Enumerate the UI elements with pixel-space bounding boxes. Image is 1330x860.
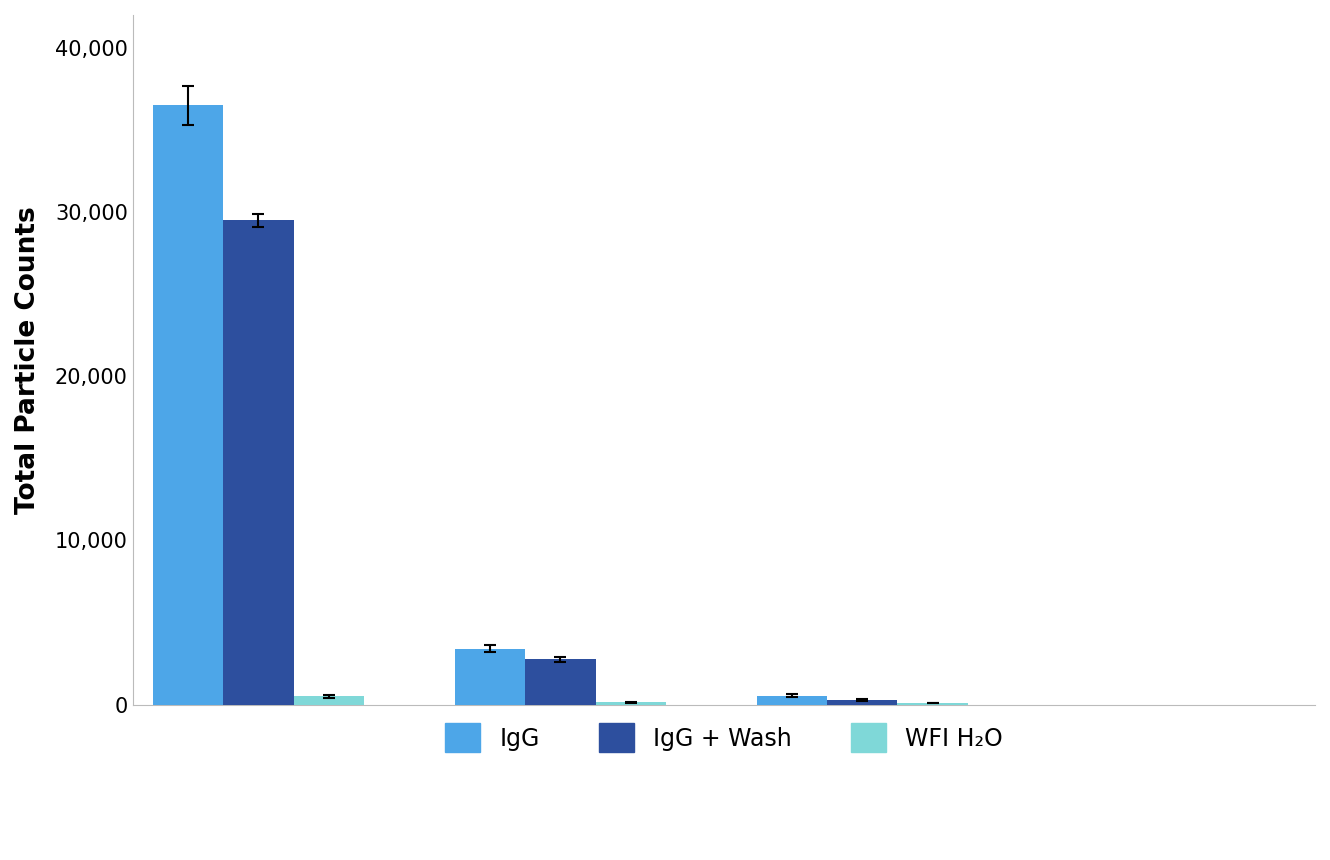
Bar — [525, 660, 596, 704]
Bar — [294, 697, 364, 704]
Legend: IgG, IgG + Wash, WFI H₂O: IgG, IgG + Wash, WFI H₂O — [435, 714, 1012, 762]
Bar — [153, 105, 223, 704]
Bar — [223, 220, 294, 704]
Bar — [898, 703, 968, 704]
Y-axis label: Total Particle Counts: Total Particle Counts — [15, 206, 41, 513]
Bar — [455, 648, 525, 704]
Bar — [596, 702, 666, 704]
Bar — [827, 700, 898, 704]
Bar — [757, 696, 827, 704]
